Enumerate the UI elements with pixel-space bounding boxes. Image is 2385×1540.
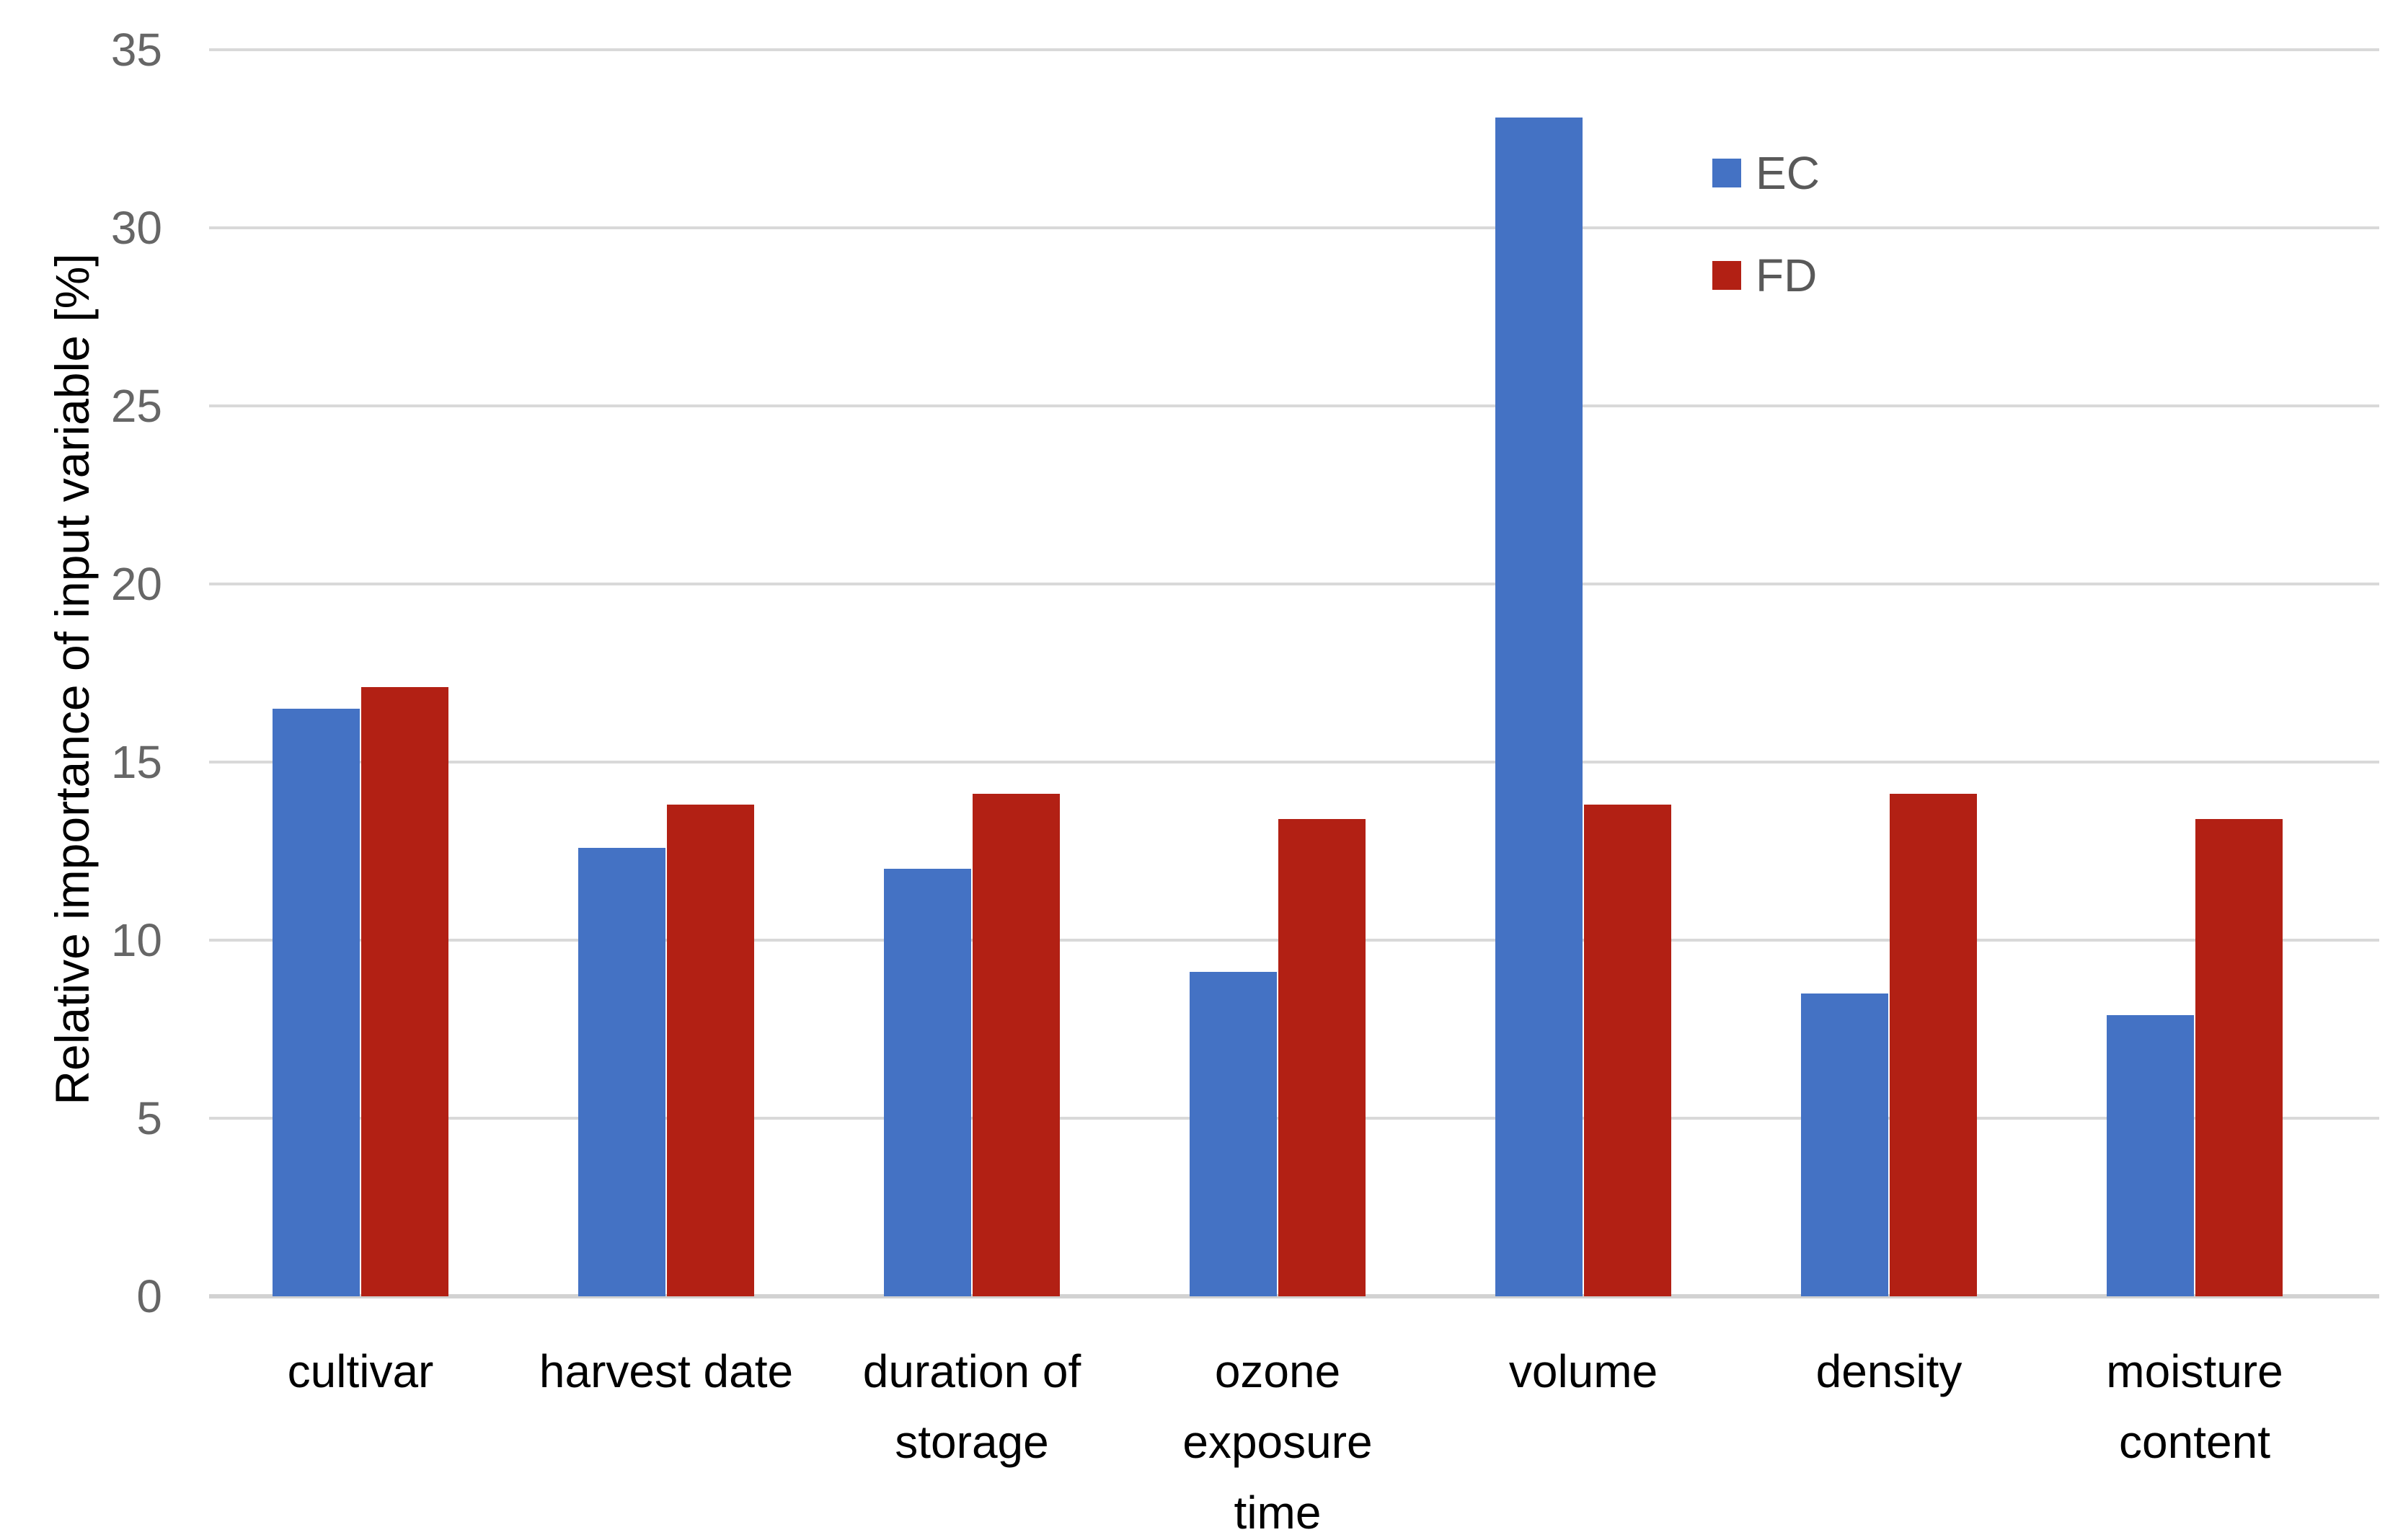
legend-label-fd: FD bbox=[1756, 249, 1818, 301]
bar-fd-cultivar bbox=[361, 687, 448, 1296]
bar-fd-moisture-content bbox=[2195, 819, 2283, 1296]
category-label-moisture-content: moisture bbox=[2106, 1345, 2283, 1397]
category-label-duration-of-storage: duration of bbox=[862, 1345, 1081, 1397]
y-axis-title: Relative importance of input variable [%… bbox=[45, 253, 99, 1105]
y-tick-label: 0 bbox=[136, 1270, 162, 1322]
legend-item-ec: EC bbox=[1712, 147, 1820, 199]
legend-item-fd: FD bbox=[1712, 249, 1818, 301]
gridline bbox=[209, 404, 2379, 407]
bar-fd-density bbox=[1890, 794, 1977, 1296]
y-tick-label: 35 bbox=[110, 24, 162, 76]
gridline bbox=[209, 761, 2379, 764]
category-label-duration-of-storage: storage bbox=[895, 1416, 1049, 1468]
category-label-ozone-exposure-time: ozone bbox=[1214, 1345, 1341, 1397]
bar-ec-cultivar bbox=[273, 708, 360, 1296]
category-label-harvest-date: harvest date bbox=[539, 1345, 794, 1397]
gridline bbox=[209, 226, 2379, 229]
category-label-cultivar: cultivar bbox=[287, 1345, 434, 1397]
bar-ec-duration-of-storage bbox=[884, 869, 971, 1296]
x-axis-line bbox=[209, 1294, 2379, 1298]
gridline bbox=[209, 583, 2379, 585]
bar-fd-volume bbox=[1584, 805, 1671, 1296]
bar-ec-density bbox=[1801, 994, 1888, 1296]
category-label-volume: volume bbox=[1508, 1345, 1658, 1397]
category-label-ozone-exposure-time: time bbox=[1234, 1487, 1322, 1539]
bar-fd-duration-of-storage bbox=[973, 794, 1060, 1296]
y-tick-label: 10 bbox=[110, 914, 162, 966]
bar-ec-harvest-date bbox=[578, 847, 665, 1296]
legend-swatch-fd-icon bbox=[1712, 261, 1741, 290]
legend-swatch-ec-icon bbox=[1712, 159, 1741, 187]
bar-fd-ozone-exposure-time bbox=[1278, 819, 1366, 1296]
bar-ec-volume bbox=[1495, 117, 1583, 1296]
y-tick-label: 25 bbox=[110, 380, 162, 432]
bar-fd-harvest-date bbox=[667, 805, 754, 1296]
legend-label-ec: EC bbox=[1756, 147, 1820, 199]
y-tick-label: 5 bbox=[136, 1092, 162, 1144]
y-tick-label: 20 bbox=[110, 558, 162, 610]
category-label-ozone-exposure-time: exposure bbox=[1182, 1416, 1373, 1468]
y-tick-label: 15 bbox=[110, 736, 162, 788]
category-label-density: density bbox=[1815, 1345, 1963, 1397]
category-label-moisture-content: content bbox=[2119, 1416, 2270, 1468]
gridline bbox=[209, 48, 2379, 51]
y-tick-label: 30 bbox=[110, 202, 162, 254]
bar-ec-moisture-content bbox=[2107, 1014, 2194, 1296]
bar-ec-ozone-exposure-time bbox=[1190, 972, 1277, 1296]
